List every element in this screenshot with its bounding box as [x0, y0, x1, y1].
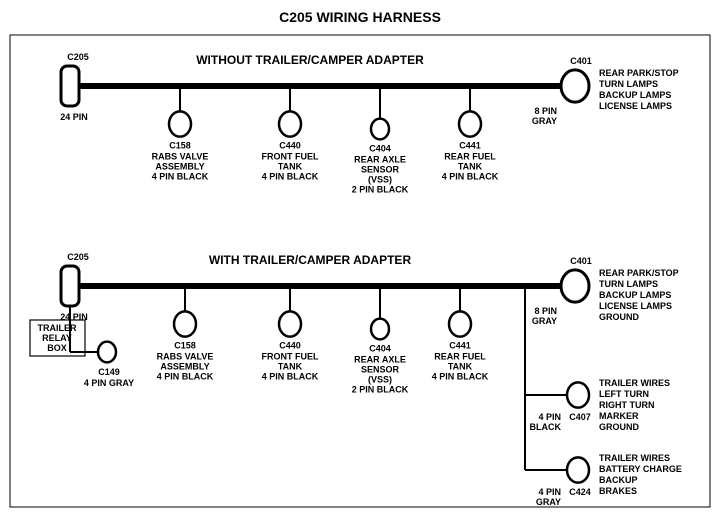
connector-label: RABS VALVE	[152, 152, 209, 162]
connector-id: C424	[569, 487, 591, 497]
connector-id: C401	[570, 256, 592, 266]
connector-notes: BACKUP	[599, 475, 638, 485]
pin-label: GRAY	[532, 316, 557, 326]
connector-label: REAR FUEL	[444, 152, 496, 162]
connector-notes: GROUND	[599, 312, 639, 322]
connector-notes: MARKER	[599, 411, 639, 421]
section-subtitle: WITH TRAILER/CAMPER ADAPTER	[209, 253, 412, 267]
connector-id: C158	[174, 341, 196, 351]
connector-label: 2 PIN BLACK	[352, 184, 409, 194]
connector-id: C401	[570, 56, 592, 66]
connector-notes: REAR PARK/STOP	[599, 268, 679, 278]
connector-notes: BACKUP LAMPS	[599, 290, 671, 300]
connector-notes: LICENSE LAMPS	[599, 301, 672, 311]
pin-label: BLACK	[530, 422, 562, 432]
connector-notes: TURN LAMPS	[599, 79, 658, 89]
connector-id: C440	[279, 341, 301, 351]
connector-notes: BRAKES	[599, 486, 637, 496]
pin-label: GRAY	[532, 116, 557, 126]
connector-label: 2 PIN BLACK	[352, 384, 409, 394]
connector-label: SENSOR	[361, 364, 400, 374]
connector-label: REAR FUEL	[434, 352, 486, 362]
trailer-relay-box-label: RELAY	[42, 333, 72, 343]
pin-label: 4 PIN	[538, 412, 561, 422]
connector-label: 4 PIN BLACK	[157, 372, 214, 382]
connector-id: C404	[369, 143, 391, 153]
connector-label: 4 PIN BLACK	[262, 372, 319, 382]
connector-label: ASSEMBLY	[160, 362, 209, 372]
connector-label: FRONT FUEL	[262, 352, 319, 362]
connector-label: 4 PIN BLACK	[432, 372, 489, 382]
connector-label: TANK	[278, 162, 303, 172]
connector-label: SENSOR	[361, 164, 400, 174]
connector-label: 4 PIN BLACK	[262, 172, 319, 182]
connector-notes: TRAILER WIRES	[599, 378, 670, 388]
pin-label: 8 PIN	[534, 106, 557, 116]
connector-notes: REAR PARK/STOP	[599, 68, 679, 78]
connector-label: 4 PIN BLACK	[442, 172, 499, 182]
connector-label: (VSS)	[368, 374, 392, 384]
connector-id: C205	[67, 52, 89, 62]
connector-label: ASSEMBLY	[155, 162, 204, 172]
pin-label: GRAY	[536, 497, 561, 507]
pin-label: 4 PIN GRAY	[84, 378, 134, 388]
connector-id: C407	[569, 412, 591, 422]
connector-label: TANK	[458, 162, 483, 172]
connector-id: C158	[169, 141, 191, 151]
connector-notes: LEFT TURN	[599, 389, 649, 399]
connector-label: RABS VALVE	[157, 352, 214, 362]
connector-id: C205	[67, 252, 89, 262]
connector-notes: RIGHT TURN	[599, 400, 655, 410]
connector-notes: GROUND	[599, 422, 639, 432]
pin-label: 8 PIN	[534, 306, 557, 316]
connector-id: C149	[98, 367, 120, 377]
connector-id: C441	[459, 141, 481, 151]
connector-notes: TRAILER WIRES	[599, 453, 670, 463]
trailer-relay-box-label: BOX	[47, 343, 67, 353]
connector-id: C404	[369, 343, 391, 353]
section-subtitle: WITHOUT TRAILER/CAMPER ADAPTER	[196, 53, 424, 67]
connector-notes: BACKUP LAMPS	[599, 90, 671, 100]
wiring-diagram: C205 WIRING HARNESS WITHOUT TRAILER/CAMPE…	[0, 0, 720, 517]
diagram-title: C205 WIRING HARNESS	[279, 9, 441, 25]
pin-label: 24 PIN	[60, 112, 88, 122]
connector-label: REAR AXLE	[354, 354, 406, 364]
connector-id: C441	[449, 341, 471, 351]
connector-label: REAR AXLE	[354, 154, 406, 164]
connector-label: (VSS)	[368, 174, 392, 184]
pin-label: 4 PIN	[538, 487, 561, 497]
connector-label: TANK	[278, 362, 303, 372]
connector-notes: TURN LAMPS	[599, 279, 658, 289]
connector-label: 4 PIN BLACK	[152, 172, 209, 182]
connector-label: TANK	[448, 362, 473, 372]
trailer-relay-box-label: TRAILER	[38, 323, 77, 333]
connector-label: FRONT FUEL	[262, 152, 319, 162]
connector-notes: BATTERY CHARGE	[599, 464, 682, 474]
connector-id: C440	[279, 141, 301, 151]
connector-notes: LICENSE LAMPS	[599, 101, 672, 111]
